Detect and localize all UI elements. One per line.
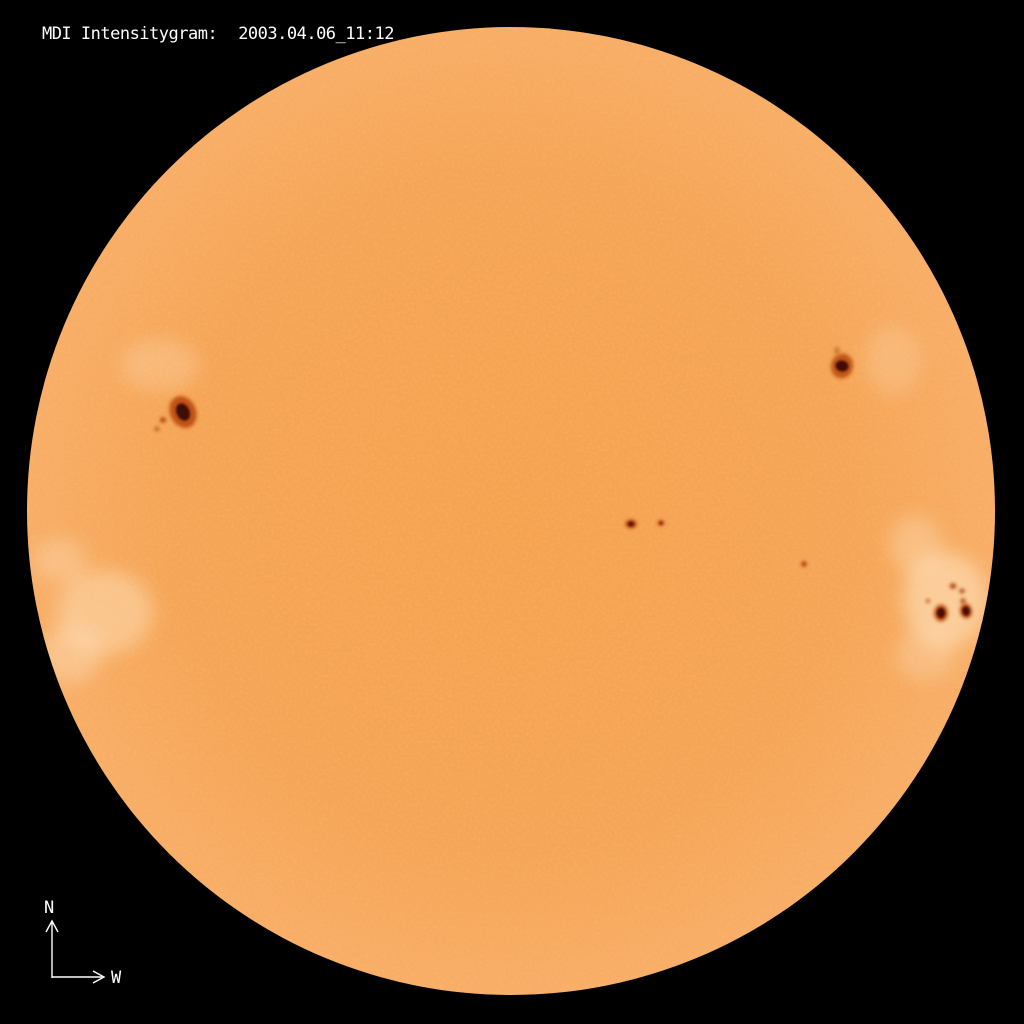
sunspot-east-limb-cluster-spot-b [959,603,973,619]
observation-timestamp: 2003.04.06_11:12 [238,24,394,44]
sunspot-penumbra [160,417,166,423]
sunspot-center-spot-west [625,519,637,529]
sunspots-layer [154,346,973,622]
sunspot-small-spot-sw-of-right-ar [801,561,807,567]
sunspot-east-limb-cluster-pore-d [926,599,930,603]
faculae-east-limb-faculae-2 [889,515,941,575]
orientation-compass [45,919,106,984]
sunspot-east-limb-cluster-spot-a [934,604,948,622]
sunspot-penumbra [960,598,966,604]
sunspot-right-active-region-main [830,353,854,379]
sunspot-east-limb-cluster-pore-c [960,598,966,604]
sunspot-umbra [628,521,634,527]
west-label: W [111,968,122,988]
faculae-west-limb-faculae-3 [34,538,86,582]
sunspot-umbra [962,606,970,616]
sunspot-umbra [175,403,191,421]
faculae-west-limb-faculae-2 [38,627,102,683]
faculae-east-limb-faculae-3 [865,326,921,394]
sunspot-east-limb-cluster-pore-a [949,583,957,589]
sunspot-penumbra [926,599,930,603]
instrument-label: MDI Intensitygram: [41,24,218,44]
west-arrow-head [92,970,106,984]
sunspot-umbra [835,360,849,372]
faculae-east-limb-faculae-1 [903,552,987,648]
sunspot-umbra [659,521,663,525]
faculae-east-limb-faculae-4 [895,630,955,680]
sunspot-penumbra [154,427,160,431]
sunspot-right-active-region-tail [834,346,840,356]
sunspot-left-active-region-pore-1 [160,417,166,423]
image-title: MDI Intensitygram: 2003.04.06_11:12 [3,4,394,64]
sunspot-penumbra [801,561,807,567]
north-arrow-head [45,919,59,933]
sunspot-east-limb-cluster-pore-b [959,588,965,594]
sunspot-left-active-region-pore-2 [154,427,160,431]
sunspot-center-spot-east [657,520,665,526]
sunspot-left-active-region-main [169,396,197,428]
sunspot-penumbra [949,583,957,589]
sunspot-penumbra [959,588,965,594]
sunspot-umbra [936,607,946,619]
sunspot-penumbra [834,346,840,356]
north-label: N [44,898,54,918]
faculae-layer [34,326,987,683]
faculae-west-faculae-near-left-ar [120,339,200,391]
